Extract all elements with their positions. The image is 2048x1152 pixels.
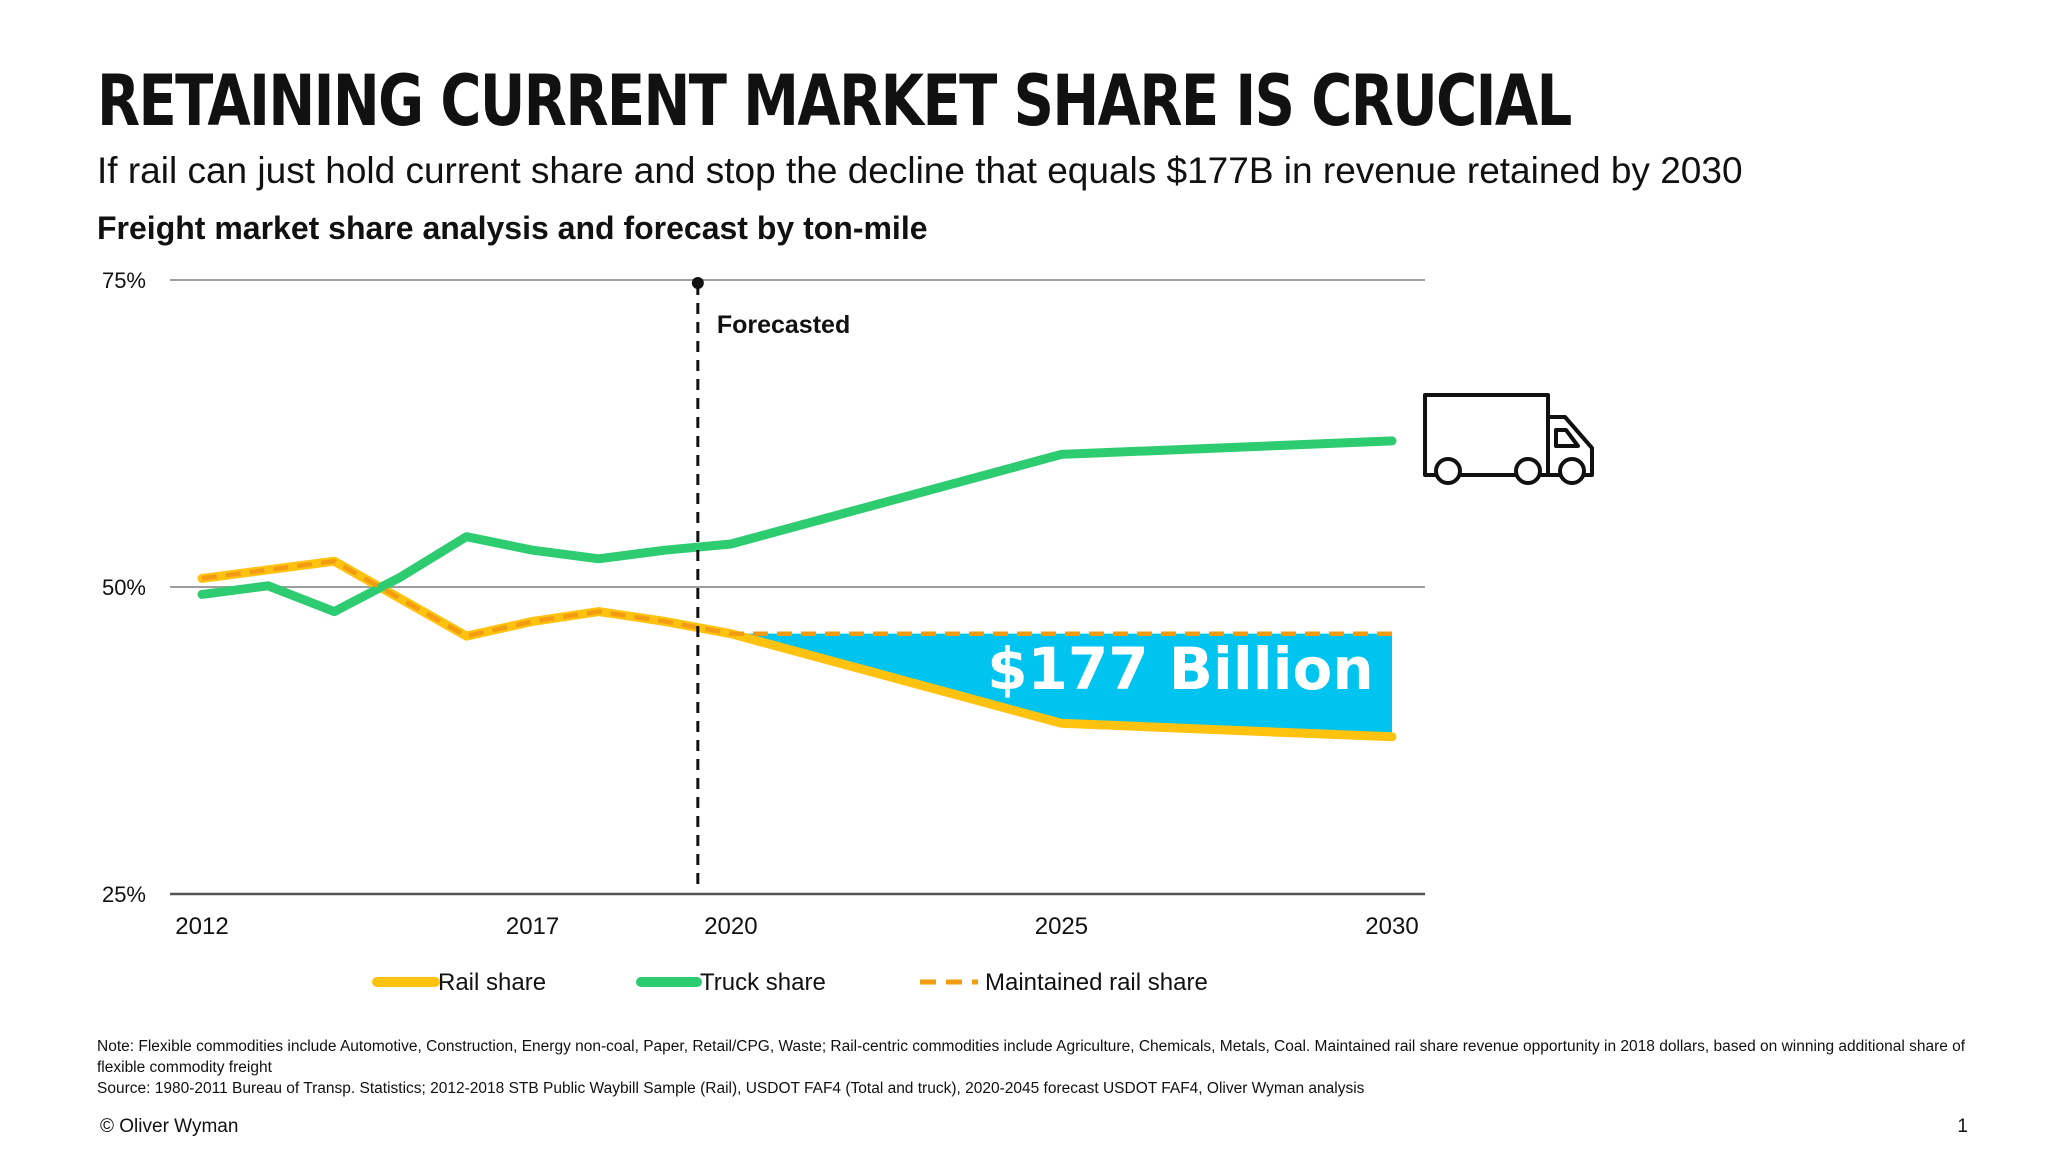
revenue-gap-area (730, 633, 1392, 737)
revenue-gap-label: $177 Billion (987, 635, 1374, 703)
legend-rail-label: Rail share (438, 969, 546, 996)
footnote-note: Note: Flexible commodities include Autom… (97, 1038, 1966, 1076)
x-tick-label: 2025 (1035, 913, 1088, 940)
copyright: © Oliver Wyman (100, 1116, 239, 1137)
y-tick-label: 75% (102, 268, 146, 293)
x-tick-label: 2020 (704, 913, 757, 940)
page-number: 1 (1957, 1116, 1968, 1137)
truck-share-line (197, 436, 1397, 617)
forecast-label: Forecasted (717, 311, 850, 339)
truck-icon (1423, 393, 1594, 485)
slide-title: RETAINING CURRENT MARKET SHARE IS CRUCIA… (97, 60, 1572, 142)
x-tick-label: 2030 (1365, 913, 1418, 940)
slide-subtitle: If rail can just hold current share and … (97, 150, 1743, 191)
x-tick-label: 2012 (175, 913, 228, 940)
forecast-marker (691, 277, 704, 289)
chart-heading: Freight market share analysis and foreca… (97, 210, 928, 246)
maintained-rail-share-line (201, 558, 1392, 639)
footnote: Note: Flexible commodities include Autom… (97, 1036, 1977, 1099)
footnote-source: Source: 1980-2011 Bureau of Transp. Stat… (97, 1080, 1365, 1097)
x-tick-label: 2017 (506, 913, 559, 940)
y-tick-label: 25% (102, 882, 146, 907)
legend-truck-label: Truck share (700, 969, 826, 996)
legend-maintained-label: Maintained rail share (985, 969, 1208, 996)
y-tick-label: 50% (102, 575, 146, 600)
